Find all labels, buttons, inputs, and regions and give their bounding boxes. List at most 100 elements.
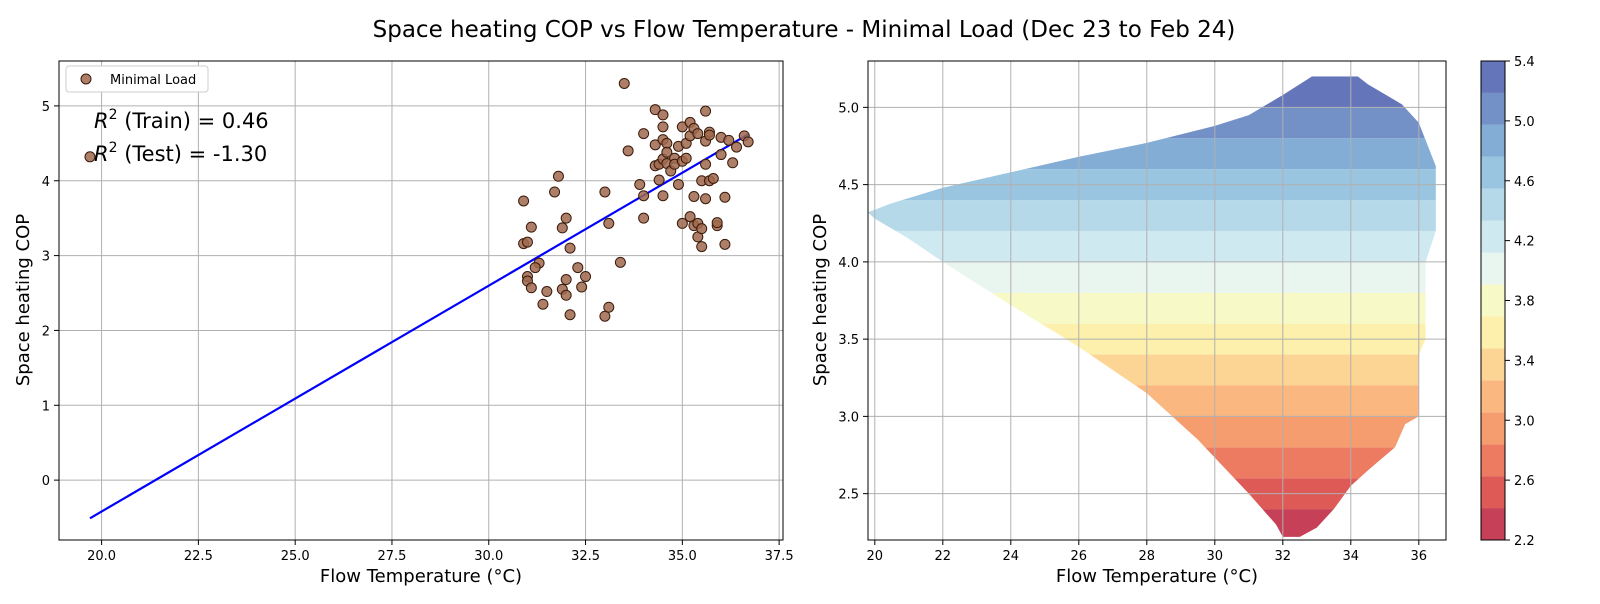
contour-band	[868, 509, 1436, 537]
r2-train-symbol: R	[94, 109, 109, 133]
colorbar-band	[1481, 188, 1505, 221]
fit-line-group	[89, 133, 749, 520]
colorbar-band	[1481, 124, 1505, 157]
left-y-tick-label: 5	[42, 100, 50, 115]
scatter-point	[703, 129, 715, 141]
colorbar-tick-label: 5.4	[1514, 55, 1535, 70]
colorbar: 2.2 2.6 3.0 3.4 3.8 4.2 4.6 5.0 5.4	[1480, 55, 1535, 549]
scatter-point	[614, 256, 626, 268]
scatter-point	[657, 109, 669, 121]
scatter-point	[715, 149, 727, 161]
scatter-point	[638, 212, 650, 224]
colorbar-tick-label: 3.8	[1514, 295, 1535, 310]
left-y-tick-label: 1	[42, 399, 50, 414]
scatter-point	[518, 195, 530, 207]
scatter-point	[700, 105, 712, 117]
right-y-tick-label: 2.5	[838, 488, 859, 503]
legend-entry-minimal-load: Minimal Load	[110, 73, 196, 88]
right-y-tick-label: 5.0	[838, 101, 859, 116]
colorbar-band	[1481, 252, 1505, 285]
scatter-point	[84, 151, 96, 163]
right-x-tick-label: 28	[1139, 549, 1156, 564]
colorbar-tick-label: 3.4	[1514, 354, 1535, 369]
colorbar-band	[1481, 156, 1505, 189]
right-x-tick-label: 22	[935, 549, 952, 564]
scatter-point	[700, 193, 712, 205]
right-x-ticks: 20 22 24 26 28 30 32 34 36	[867, 540, 1428, 564]
scatter-point	[560, 289, 572, 301]
scatter-point	[552, 170, 564, 182]
contour-band	[868, 200, 1436, 231]
right-y-tick-label: 4.0	[838, 256, 859, 271]
scatter-point	[580, 271, 592, 283]
left-x-ticks: 20.0 22.5 25.0 27.5 30.0 32.5 35.0 37.5	[87, 540, 794, 564]
r2-test-symbol: R	[94, 142, 109, 166]
left-x-tick-label: 30.0	[474, 549, 503, 564]
right-x-tick-label: 32	[1275, 549, 1292, 564]
colorbar-bands	[1481, 61, 1505, 540]
scatter-point	[711, 217, 723, 229]
scatter-point	[692, 128, 704, 140]
scatter-point	[696, 241, 708, 253]
colorbar-tick-label: 4.6	[1514, 175, 1535, 190]
scatter-point	[560, 212, 572, 224]
scatter-point	[638, 128, 650, 140]
right-grid	[868, 61, 1446, 540]
contour-panel: 20 22 24 26 28 30 32 34 36 2.5 3.0 3.5 4.0 4.5 5.0 Fl…	[810, 60, 1447, 587]
scatter-point	[525, 282, 537, 294]
scatter-point	[541, 286, 553, 298]
right-x-tick-label: 20	[867, 549, 884, 564]
right-x-axis-label: Flow Temperature (°C)	[1056, 566, 1258, 587]
colorbar-band	[1481, 508, 1505, 540]
r2-train-annotation: R2 (Train) = 0.46	[94, 107, 269, 133]
scatter-point	[572, 262, 584, 274]
contour-band	[868, 107, 1436, 139]
colorbar-tick-label: 2.2	[1514, 534, 1535, 549]
scatter-point	[742, 136, 754, 148]
right-x-tick-label: 34	[1343, 549, 1360, 564]
scatter-point	[719, 238, 731, 250]
colorbar-band	[1481, 380, 1505, 413]
scatter-point	[564, 309, 576, 321]
scatter-point	[549, 186, 561, 198]
scatter-point	[599, 186, 611, 198]
contour-band	[868, 354, 1436, 386]
right-y-ticks: 2.5 3.0 3.5 4.0 4.5 5.0	[838, 101, 868, 503]
legend-box	[65, 65, 209, 93]
left-x-tick-label: 35.0	[668, 549, 697, 564]
scatter-point	[731, 141, 743, 153]
colorbar-tick-label: 2.6	[1514, 474, 1535, 489]
scatter-point	[603, 217, 615, 229]
left-y-tick-label: 4	[42, 175, 50, 190]
scatter-point	[599, 310, 611, 322]
left-y-tick-label: 2	[42, 324, 50, 339]
colorbar-band	[1481, 220, 1505, 253]
contour-band	[868, 230, 1436, 262]
scatter-point	[649, 139, 661, 151]
right-x-tick-label: 30	[1207, 549, 1224, 564]
scatter-point	[672, 178, 684, 190]
scatter-point	[622, 145, 634, 157]
left-x-tick-label: 22.5	[184, 549, 213, 564]
scatter-point	[634, 178, 646, 190]
colorbar-band	[1481, 412, 1505, 445]
colorbar-band	[1481, 444, 1505, 477]
scatter-point	[618, 77, 630, 89]
scatter-point	[700, 158, 712, 170]
contour-band	[868, 76, 1436, 108]
scatter-point	[707, 173, 719, 185]
scatter-point	[657, 121, 669, 133]
colorbar-band	[1481, 284, 1505, 317]
scatter-point	[719, 191, 731, 203]
scatter-point	[560, 274, 572, 286]
left-y-axis-label: Space heating COP	[13, 214, 34, 386]
colorbar-band	[1481, 348, 1505, 381]
legend: Minimal Load	[65, 65, 209, 93]
scatter-point	[676, 217, 688, 229]
right-x-tick-label: 36	[1411, 549, 1428, 564]
contour-bands	[868, 76, 1436, 537]
scatter-point	[556, 222, 568, 234]
right-y-tick-label: 3.5	[838, 333, 859, 348]
left-x-tick-label: 20.0	[87, 549, 116, 564]
